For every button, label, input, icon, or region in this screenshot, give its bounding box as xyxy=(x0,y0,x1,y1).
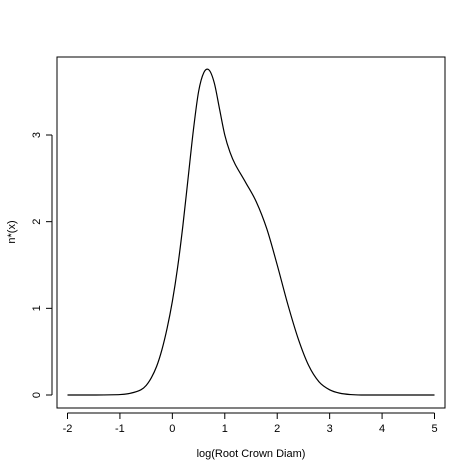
y-tick-label: 0 xyxy=(31,392,43,398)
x-tick-label: -1 xyxy=(115,423,125,435)
y-axis: 0 1 2 3 xyxy=(31,132,53,398)
x-tick-label: 1 xyxy=(222,423,228,435)
density-line xyxy=(67,68,435,396)
x-tick-label: 3 xyxy=(327,423,333,435)
x-tick-label: 4 xyxy=(379,423,385,435)
x-tick-label: -2 xyxy=(63,423,73,435)
x-tick-label: 0 xyxy=(169,423,175,435)
y-tick-label: 2 xyxy=(31,219,43,225)
y-tick-label: 1 xyxy=(31,305,43,311)
series-layer xyxy=(67,68,435,396)
y-tick-label: 3 xyxy=(31,132,43,138)
y-axis-title: n*(x) xyxy=(6,220,18,243)
x-tick-label: 2 xyxy=(274,423,280,435)
x-axis-title: log(Root Crown Diam) xyxy=(197,448,306,460)
x-axis: -2 -1 0 1 2 3 4 5 xyxy=(63,412,438,435)
plot-frame xyxy=(56,56,446,409)
x-tick-label: 5 xyxy=(431,423,437,435)
